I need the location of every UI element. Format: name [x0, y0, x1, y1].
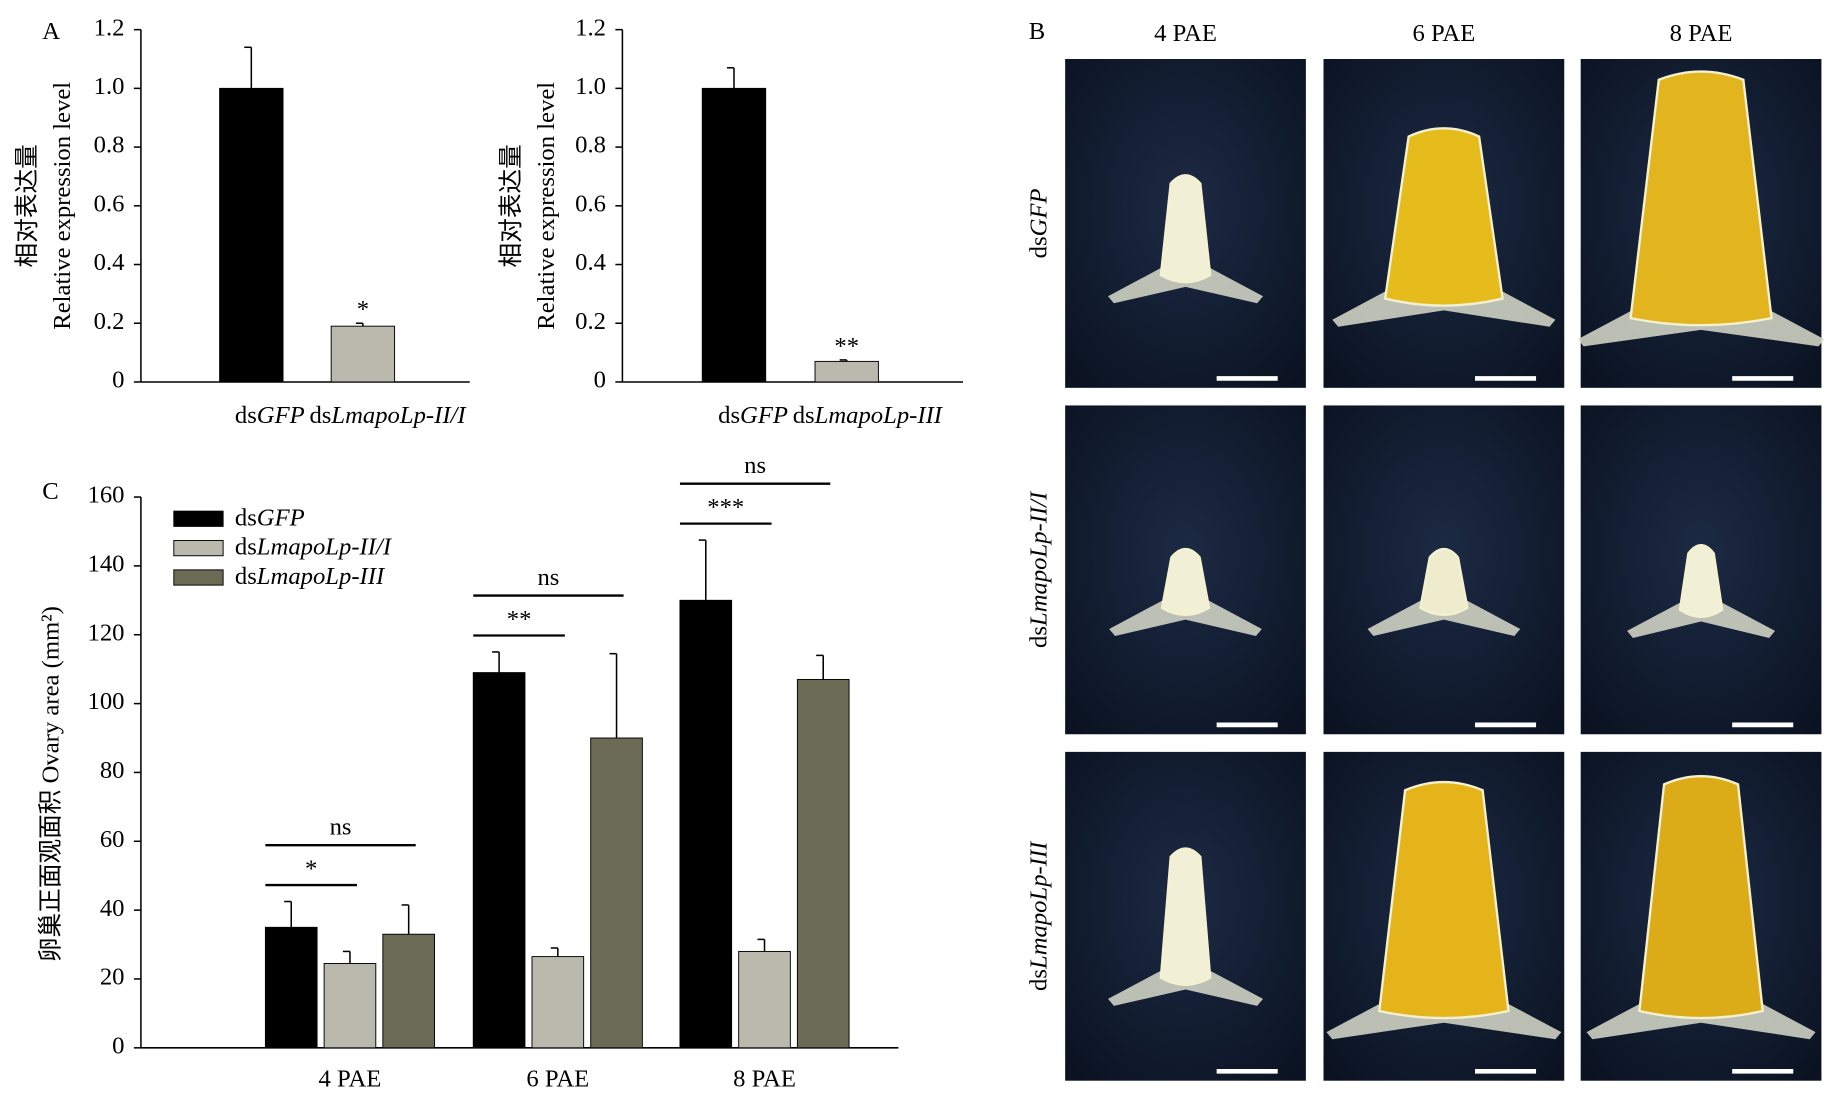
significance-label: **	[834, 333, 859, 360]
ovary-wings	[1108, 268, 1264, 304]
significance-label: ***	[707, 494, 744, 521]
ovary	[1159, 174, 1212, 284]
x-tick-label: dsLmapoLp-II/I	[309, 402, 467, 429]
row-label: dsLmapoLp-III	[1025, 840, 1052, 991]
ovary-wings	[1627, 602, 1776, 638]
y-tick-label: 20	[100, 964, 125, 991]
y-tick-label: 1.2	[94, 14, 125, 41]
significance-label: **	[507, 606, 532, 633]
y-tick-label: 0.2	[575, 308, 606, 335]
y-tick-label: 80	[100, 757, 125, 784]
y-tick-label: 160	[87, 482, 124, 509]
legend-swatch	[173, 569, 224, 586]
bar	[701, 87, 767, 383]
legend-label: dsGFP	[235, 504, 305, 531]
bar	[264, 926, 318, 1049]
significance-label: ns	[744, 452, 766, 479]
ovary-wings	[1108, 970, 1264, 1006]
y-tick-label: 0.4	[94, 249, 125, 276]
legend-swatch	[173, 510, 224, 527]
ovary	[1419, 547, 1469, 617]
panel-label: A	[42, 18, 60, 45]
bar	[679, 599, 733, 1049]
x-tick-label: dsGFP	[235, 402, 305, 429]
panel-label: B	[1029, 18, 1045, 45]
y-tick-label: 0.4	[575, 249, 606, 276]
x-tick-label: 6 PAE	[526, 1065, 589, 1092]
bar	[382, 933, 435, 1049]
row-label: dsLmapoLp-II/I	[1025, 490, 1052, 648]
x-tick-label: 4 PAE	[319, 1065, 382, 1092]
ovary-wings	[1367, 600, 1521, 637]
x-tick-label: dsLmapoLp-III	[793, 402, 944, 429]
x-tick-label: 8 PAE	[733, 1065, 796, 1092]
y-tick-label: 1.2	[575, 14, 606, 41]
ovary	[1678, 544, 1724, 618]
y-tick-label: 1.0	[94, 73, 125, 100]
significance-label: *	[357, 296, 369, 323]
ovary	[1159, 847, 1212, 986]
column-label: 6 PAE	[1412, 20, 1475, 47]
legend-label: dsLmapoLp-II/I	[235, 533, 393, 560]
ovary-wings	[1109, 600, 1262, 637]
bar	[796, 679, 850, 1049]
bar	[323, 963, 377, 1049]
y-tick-label: 0.6	[94, 190, 125, 217]
legend-swatch	[173, 540, 224, 557]
y-tick-label: 0.8	[575, 132, 606, 159]
column-label: 4 PAE	[1154, 20, 1217, 47]
significance-label: *	[305, 856, 317, 883]
ovary	[1160, 547, 1211, 617]
panel-label: C	[42, 478, 58, 505]
bar	[219, 87, 284, 383]
y-axis-label: 相对表达量	[13, 144, 41, 267]
significance-label: ns	[330, 813, 352, 840]
legend-label: dsLmapoLp-III	[235, 563, 386, 590]
bar	[814, 360, 879, 383]
y-axis-label: Relative expression level	[49, 82, 76, 330]
y-tick-label: 0.8	[94, 132, 125, 159]
bar	[531, 956, 585, 1049]
y-tick-label: 0	[594, 367, 606, 394]
y-tick-label: 120	[87, 619, 124, 646]
bar	[738, 950, 791, 1049]
ovary	[1383, 127, 1504, 307]
y-tick-label: 40	[100, 895, 125, 922]
bar	[590, 737, 643, 1049]
y-axis-label: Relative expression level	[533, 82, 560, 330]
y-tick-label: 0	[112, 1032, 124, 1059]
row-label: dsGFP	[1025, 188, 1052, 258]
y-axis-label: 相对表达量	[497, 144, 525, 267]
column-label: 8 PAE	[1670, 20, 1733, 47]
ovary	[1638, 775, 1764, 1020]
y-tick-label: 140	[87, 551, 124, 578]
y-tick-label: 60	[100, 826, 125, 853]
y-tick-label: 0.6	[575, 190, 606, 217]
y-tick-label: 100	[87, 688, 124, 715]
y-axis-label: 卵巢正面观面积 Ovary area (mm²)	[37, 606, 65, 962]
ovary	[1377, 780, 1510, 1020]
y-tick-label: 1.0	[575, 73, 606, 100]
x-tick-label: dsGFP	[718, 402, 788, 429]
bar	[330, 325, 396, 383]
bar	[472, 672, 526, 1049]
ovary	[1629, 70, 1773, 327]
significance-label: ns	[537, 564, 559, 591]
y-tick-label: 0	[112, 367, 124, 394]
y-tick-label: 0.2	[94, 308, 125, 335]
